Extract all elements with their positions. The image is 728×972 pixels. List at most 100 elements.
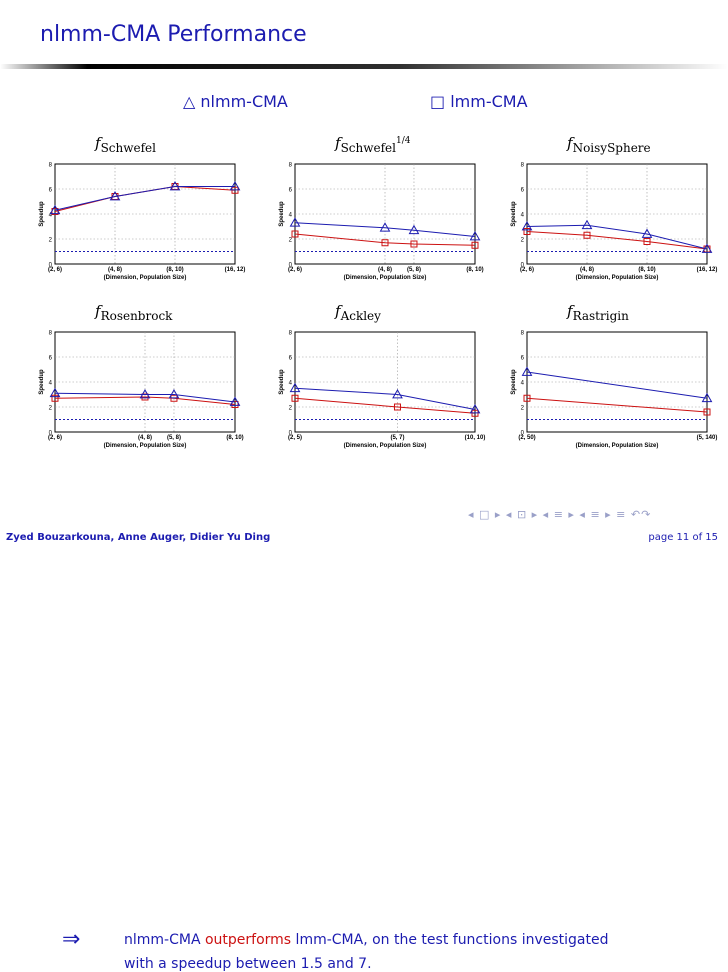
point-nlmm: [408, 224, 420, 235]
y-tick-label: 2: [49, 238, 53, 244]
conclusion-highlight: outperforms: [204, 932, 292, 948]
title-rule: [0, 64, 728, 69]
y-tick-label: 8: [521, 331, 525, 337]
point-lmm: [523, 394, 531, 402]
point-nlmm: [168, 388, 180, 399]
y-tick-label: 8: [49, 163, 53, 169]
chart-legend: △ nlmm-CMA □ lmm-CMA: [0, 92, 728, 116]
x-tick-label: (5, 7): [390, 435, 404, 441]
y-tick-label: 6: [49, 188, 53, 194]
x-axis-label: (Dimension, Population Size): [104, 443, 187, 449]
point-nlmm: [379, 222, 391, 232]
point-nlmm: [701, 392, 713, 403]
y-tick-label: 4: [521, 381, 525, 387]
point-lmm: [381, 239, 389, 247]
point-nlmm: [469, 403, 481, 414]
chart-rosenbrock: fRosenbrock 0 2 4 6 8 (2, 6) (4, 8) (5, 8) (8, 10…: [39, 302, 244, 449]
point-nlmm: [521, 366, 533, 376]
chart-title-main: f: [334, 302, 343, 320]
chart-title-subscript: Schwefel: [101, 141, 157, 155]
plot-frame: [54, 163, 236, 265]
chart-title: fRosenbrock: [94, 302, 173, 323]
chart-title: fRastrigin: [566, 302, 629, 323]
y-tick-label: 0: [289, 431, 293, 437]
legend-label-nlmm: nlmm-CMA: [200, 92, 288, 111]
y-tick-label: 4: [49, 213, 53, 219]
chart-title-main: f: [94, 134, 103, 152]
triangle-icon: △: [183, 92, 196, 111]
chart-title-main: f: [566, 134, 575, 152]
x-tick-label: (5, 140): [697, 435, 718, 441]
point-nlmm: [169, 180, 181, 191]
y-tick-label: 6: [49, 356, 53, 362]
chart-title: fAckley: [334, 302, 381, 323]
x-tick-label: (5, 8): [407, 267, 421, 273]
y-tick-label: 0: [289, 263, 293, 269]
series-line-lmm: [294, 233, 476, 246]
legend-item-lmm: □ lmm-CMA: [430, 92, 528, 111]
point-nlmm: [229, 396, 241, 406]
series-line-lmm: [526, 397, 708, 413]
y-tick-label: 4: [49, 381, 53, 387]
x-tick-label: (8, 10): [226, 435, 243, 441]
x-tick-label: (2, 6): [520, 267, 534, 273]
point-nlmm: [49, 387, 61, 398]
beamer-navigation[interactable]: ◂ □ ▸ ◂ ⊡ ▸ ◂ ≡ ▸ ◂ ≡ ▸ ≡ ↶↷: [468, 508, 652, 521]
conclusion-line-1: nlmm-CMA outperforms lmm-CMA, on the tes…: [124, 932, 608, 948]
series-line-nlmm: [54, 392, 236, 403]
y-axis-label: Speedup: [511, 201, 517, 227]
footer-page-number: page 11 of 15: [648, 532, 718, 543]
x-tick-label: (8, 10): [638, 267, 655, 273]
point-lmm: [51, 394, 59, 402]
chart-title-subscript: Rosenbrock: [101, 309, 174, 323]
x-tick-label: (2, 6): [288, 267, 302, 273]
footer-authors: Zyed Bouzarkouna, Anne Auger, Didier Yu …: [6, 532, 271, 543]
x-tick-label: (2, 50): [518, 435, 535, 441]
chart-title-subscript: NoisySphere: [573, 141, 651, 155]
point-lmm: [523, 228, 531, 235]
x-axis-label: (Dimension, Population Size): [104, 275, 187, 281]
x-tick-label: (4, 8): [580, 267, 594, 273]
implies-arrow-icon: ⇒: [62, 927, 81, 952]
y-axis-label: Speedup: [39, 369, 45, 395]
chart-rastrigin: fRastrigin 0 2 4 6 8 (2, 50) (5, 140) (Dimension…: [511, 302, 717, 449]
chart-noisysphere: fNoisySphere 0 2 4 6 8 (2, 6) (4, 8) (8, 10) (16,…: [511, 134, 717, 281]
x-tick-label: (4, 8): [378, 267, 392, 273]
point-lmm: [291, 230, 299, 238]
x-axis-label: (Dimension, Population Size): [344, 443, 427, 449]
chart-title-subscript: Rastrigin: [573, 309, 630, 323]
point-nlmm: [139, 388, 151, 399]
series-line-nlmm: [294, 387, 476, 410]
series-line-lmm: [526, 231, 708, 250]
point-lmm: [393, 403, 401, 411]
point-nlmm: [289, 217, 301, 227]
x-tick-label: (2, 6): [48, 267, 62, 273]
conclusion-part-2: lmm-CMA, on the test functions investiga…: [291, 932, 609, 948]
y-tick-label: 6: [521, 188, 525, 194]
plot-frame: [526, 331, 708, 433]
point-nlmm: [109, 190, 121, 201]
y-tick-label: 4: [289, 213, 293, 219]
point-lmm: [471, 241, 479, 249]
chart-title-subscript: Schwefel: [341, 141, 397, 155]
y-tick-label: 8: [289, 163, 293, 169]
y-tick-label: 8: [49, 331, 53, 337]
series-line-nlmm: [526, 224, 708, 250]
y-tick-label: 0: [49, 263, 53, 269]
y-tick-label: 0: [521, 263, 525, 269]
chart-schwefel: fSchwefel1/4 0 2 4 6 8 (2, 6) (4, 8) (5, 8) (8, 1…: [279, 134, 484, 281]
chart-title-superscript: 1/4: [396, 136, 411, 146]
square-icon: □: [430, 92, 446, 111]
y-tick-label: 4: [289, 381, 293, 387]
slide-title: nlmm-CMA Performance: [40, 22, 307, 47]
x-axis-label: (Dimension, Population Size): [576, 275, 659, 281]
y-tick-label: 4: [521, 213, 525, 219]
x-tick-label: (2, 6): [48, 435, 62, 441]
point-nlmm: [392, 388, 403, 399]
x-tick-label: (2, 5): [288, 435, 302, 441]
y-tick-label: 6: [289, 188, 293, 194]
point-lmm: [583, 231, 591, 239]
x-tick-label: (8, 10): [166, 267, 183, 273]
series-line-lmm: [294, 397, 476, 414]
point-nlmm: [521, 220, 533, 231]
